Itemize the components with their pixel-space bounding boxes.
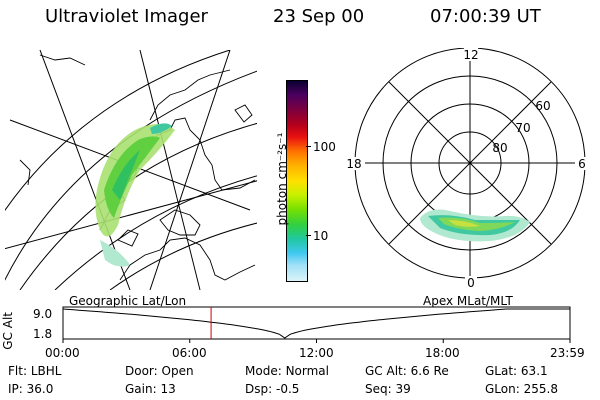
status-gc-alt: GC Alt: 6.6 Re <box>365 364 449 378</box>
altitude-curve <box>62 308 570 339</box>
status-glon: GLon: 255.8 <box>485 382 558 396</box>
mlt-label-12: 12 <box>463 48 478 62</box>
time-label: 07:00:39 UT <box>430 6 541 27</box>
colorbar-tick-100 <box>306 146 311 147</box>
xtick-label-0000: 00:00 <box>45 346 80 360</box>
status-door: Door: Open <box>125 364 194 378</box>
lon-line-2 <box>5 180 257 250</box>
mlt-label-0: 0 <box>467 276 475 288</box>
instrument-title: Ultraviolet Imager <box>45 6 208 27</box>
lat-arc-5 <box>109 222 257 290</box>
polar-aurora <box>420 209 530 242</box>
status-ip: IP: 36.0 <box>8 382 54 396</box>
mlt-label-18: 18 <box>346 157 361 171</box>
status-seq: Seq: 39 <box>365 382 411 396</box>
status-dsp: Dsp: -0.5 <box>245 382 300 396</box>
left-panel-label: Geographic Lat/Lon <box>69 294 187 308</box>
ytick-bottom: 1.8 <box>33 327 52 341</box>
ytick-top: 9.0 <box>33 307 52 321</box>
timeline-plot: GC Alt 9.0 1.8 <box>1 306 571 350</box>
colorbar-label-100: 100 <box>313 140 336 154</box>
lat-label-80: 80 <box>492 141 507 155</box>
lat-arc-2 <box>5 70 257 282</box>
lat-label-60: 60 <box>535 99 550 113</box>
status-mode: Mode: Normal <box>245 364 329 378</box>
xtick-label-0600: 06:00 <box>172 346 207 360</box>
mlt-label-6: 6 <box>578 157 586 171</box>
lon-line-5 <box>149 50 231 290</box>
aurora-emission <box>95 123 175 267</box>
colorbar-tick-10 <box>306 235 311 236</box>
colorbar-label-10: 10 <box>313 229 329 243</box>
right-panel-label: Apex MLat/MLT <box>423 294 513 308</box>
lat-label-70: 70 <box>515 121 530 135</box>
colorbar-unit-label: photon cm⁻²s⁻¹ <box>275 132 289 226</box>
date-label: 23 Sep 00 <box>273 6 365 27</box>
colorbar <box>286 80 308 282</box>
status-gain: Gain: 13 <box>125 382 176 396</box>
geographic-map <box>5 50 257 290</box>
polar-plot: 12 18 6 0 60 70 80 <box>343 48 589 288</box>
timeline-ylabel: GC Alt <box>1 312 15 350</box>
xtick-label-2359: 23:59 <box>550 346 585 360</box>
status-flt: Flt: LBHL <box>8 364 62 378</box>
timeline-frame <box>62 306 571 340</box>
xtick-label-1200: 12:00 <box>299 346 334 360</box>
xtick-label-1800: 18:00 <box>425 346 460 360</box>
lat-arc-1 <box>5 50 231 212</box>
lat-arc-4 <box>54 175 257 290</box>
lon-line-3 <box>139 50 201 290</box>
status-glat: GLat: 63.1 <box>485 364 548 378</box>
polar-diag-2 <box>388 81 552 245</box>
